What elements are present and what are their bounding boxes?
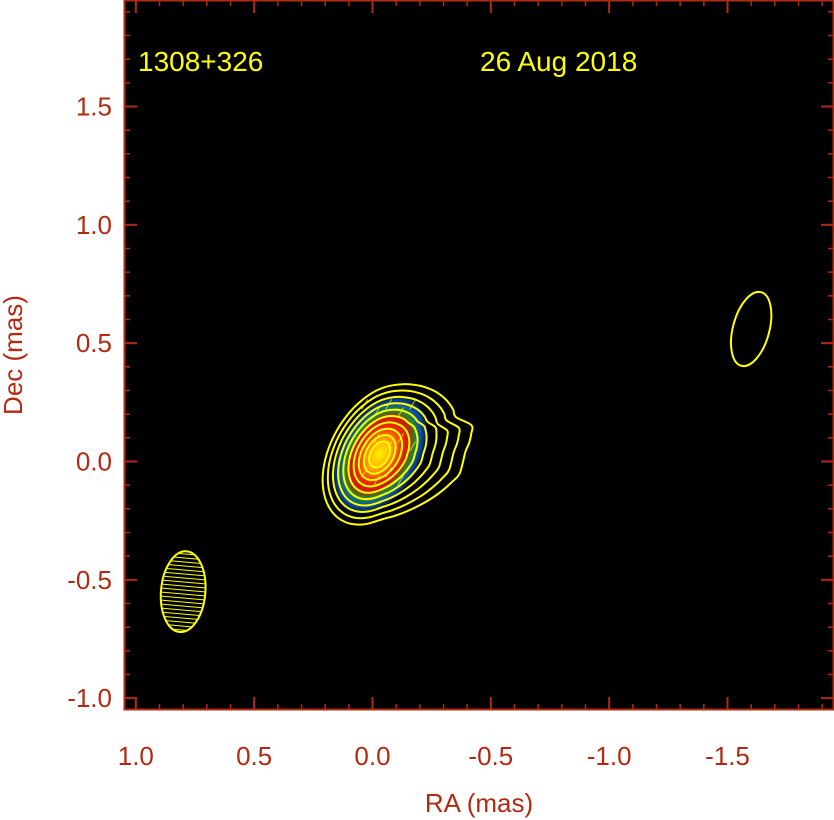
contour-level xyxy=(331,395,449,513)
contour-level xyxy=(337,402,438,507)
x-tick-label: -1.5 xyxy=(705,741,750,771)
vector-tick xyxy=(373,433,381,444)
source-name-label: 1308+326 xyxy=(138,46,263,77)
isolated-contour xyxy=(729,290,773,368)
x-tick-label: 1.0 xyxy=(118,741,154,771)
x-tick-label: -0.5 xyxy=(468,741,513,771)
vector-tick xyxy=(385,441,393,452)
x-tick-label: -1.0 xyxy=(587,741,632,771)
hatch-group xyxy=(361,399,417,486)
vector-tick xyxy=(397,433,405,444)
contour-level xyxy=(326,389,461,520)
contour-level xyxy=(321,383,474,526)
vector-tick xyxy=(409,441,417,452)
y-tick-label: 1.0 xyxy=(76,210,112,240)
observation-date-label: 26 Aug 2018 xyxy=(480,46,637,77)
plot-background xyxy=(124,0,834,710)
contour-level xyxy=(347,414,419,494)
vector-tick xyxy=(361,399,369,410)
vector-tick xyxy=(409,399,417,410)
contour-level xyxy=(352,421,411,488)
contour-level xyxy=(362,434,397,475)
vector-tick xyxy=(385,467,393,478)
y-tick-label: -0.5 xyxy=(67,565,112,595)
x-tick-label: 0.0 xyxy=(354,741,390,771)
x-axis-title: RA (mas) xyxy=(425,788,533,818)
x-tick-label: 0.5 xyxy=(236,741,272,771)
contour-level xyxy=(357,427,404,482)
y-tick-label: 0.5 xyxy=(76,328,112,358)
axis-ticks xyxy=(124,0,834,710)
vector-tick xyxy=(397,475,405,486)
axis-tick-labels: 1.0 0.5 0.0 -0.5 -1.0 -1.5 1.5 1.0 0.5 0.0 -0.5 -1.… xyxy=(67,92,750,772)
vector-tick xyxy=(373,407,381,418)
y-axis-title: Dec (mas) xyxy=(0,295,28,415)
contour-level xyxy=(368,440,392,469)
vector-tick xyxy=(397,407,405,418)
y-tick-label: 1.5 xyxy=(76,92,112,122)
vector-tick xyxy=(361,441,369,452)
contour-group xyxy=(321,383,474,526)
y-tick-label: -1.0 xyxy=(67,683,112,713)
y-tick-label: 0.0 xyxy=(76,447,112,477)
contour-level xyxy=(342,408,428,501)
vector-tick xyxy=(361,467,369,478)
vector-tick xyxy=(373,475,381,486)
restoring-beam xyxy=(159,550,207,634)
vector-tick xyxy=(385,399,393,410)
image-layer xyxy=(159,290,773,634)
